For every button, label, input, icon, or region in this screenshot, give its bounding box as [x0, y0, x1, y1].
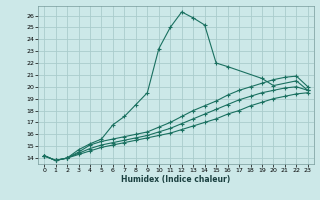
X-axis label: Humidex (Indice chaleur): Humidex (Indice chaleur): [121, 175, 231, 184]
